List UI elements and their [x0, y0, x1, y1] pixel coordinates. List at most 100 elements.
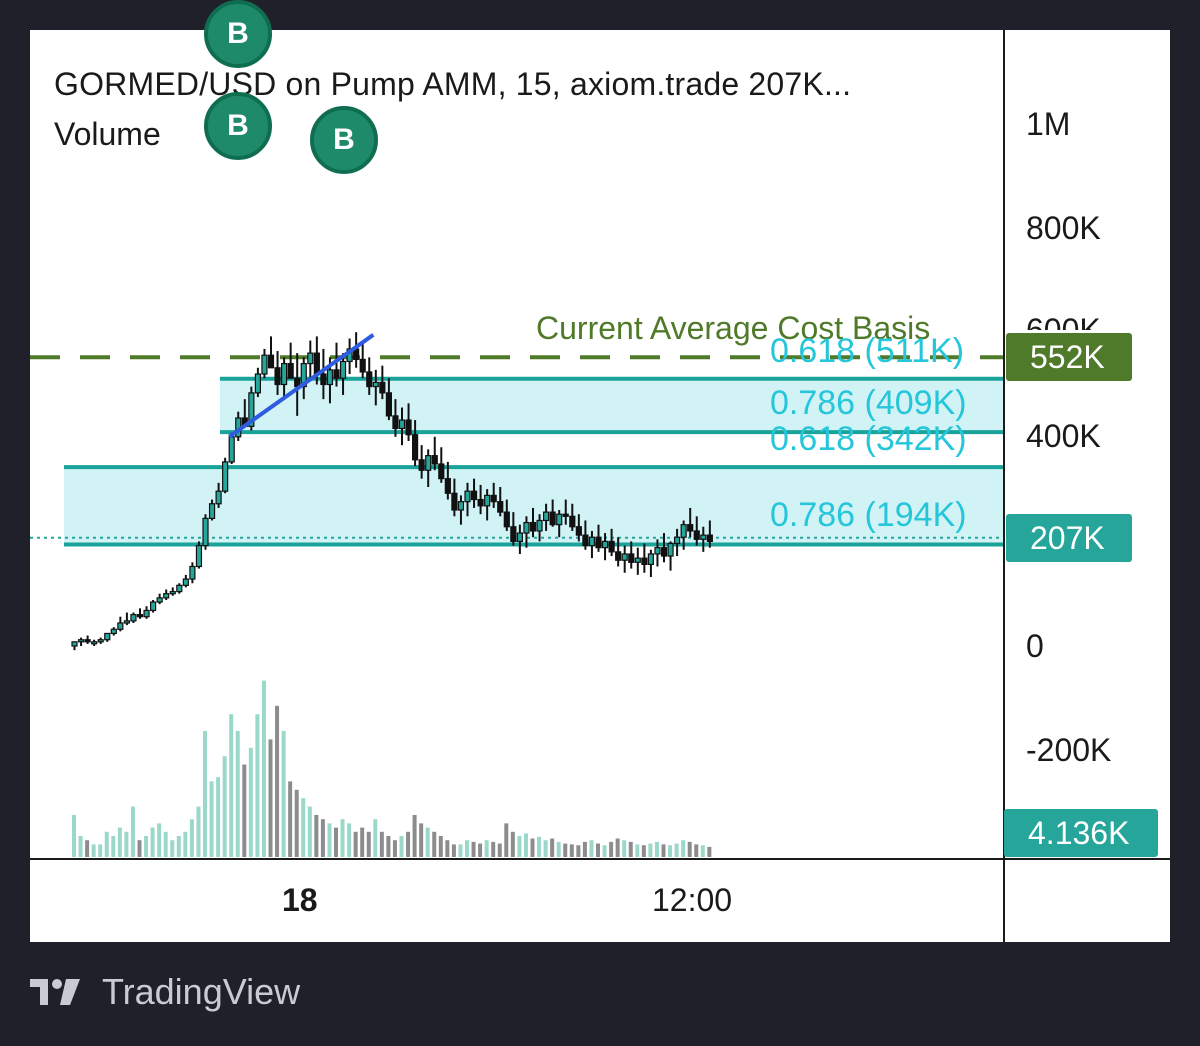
candle-body	[189, 565, 196, 580]
chart-canvas[interactable]	[30, 30, 1170, 942]
volume-bar	[622, 840, 627, 857]
candle-body	[117, 622, 124, 630]
cost-basis-badge[interactable]: 552K	[1006, 333, 1132, 381]
volume-bar	[360, 827, 365, 857]
candle-body	[385, 392, 392, 417]
candle-body	[163, 593, 170, 599]
volume-bar	[491, 841, 496, 857]
candle-body	[149, 601, 157, 612]
volume-bar	[392, 840, 397, 857]
volume-bar	[438, 836, 443, 857]
volume-bar	[91, 844, 96, 857]
candle-body	[130, 614, 137, 622]
candle-body	[536, 519, 543, 532]
volume-bar	[157, 823, 162, 857]
volume-bar	[471, 841, 476, 857]
candle-body	[634, 557, 641, 563]
symbol-title[interactable]: GORMED/USD on Pump AMM, 15, axiom.trade …	[54, 66, 852, 102]
fib-zone-fill	[220, 378, 1004, 433]
volume-bar	[648, 843, 653, 857]
volume-bar	[635, 844, 640, 857]
volume-badge[interactable]: 4.136K	[1004, 809, 1158, 857]
candle-body	[71, 641, 78, 647]
candle-body	[84, 639, 91, 643]
cost-basis-label: Current Average Cost Basis	[536, 310, 931, 346]
tradingview-brand[interactable]: TradingView	[102, 971, 301, 1012]
volume-bar	[314, 815, 319, 857]
volume-legend-label[interactable]: Volume	[54, 116, 161, 152]
candle-body	[464, 490, 471, 503]
volume-bar	[78, 836, 83, 857]
volume-bar	[144, 836, 149, 857]
candle-body	[176, 584, 183, 593]
candle-body	[392, 415, 399, 430]
candle-body	[412, 434, 419, 461]
buy-marker-2[interactable]: B	[310, 106, 378, 174]
volume-bar	[117, 827, 122, 857]
candle-body	[372, 381, 379, 388]
candle-body	[281, 362, 288, 386]
candle-body	[588, 536, 596, 547]
volume-bar	[596, 843, 600, 857]
volume-bar	[320, 819, 325, 857]
candle-body	[287, 362, 294, 379]
tradingview-logo-icon[interactable]	[30, 977, 88, 1007]
volume-bar	[235, 731, 240, 857]
candle-body	[261, 354, 268, 375]
candle-body	[667, 542, 674, 557]
volume-bar	[275, 705, 280, 857]
price-badge[interactable]: 207K	[1006, 514, 1132, 562]
candle-body	[451, 492, 458, 511]
candle-body	[700, 534, 707, 540]
candle-body	[123, 620, 131, 624]
volume-bar	[196, 806, 201, 857]
volume-bar	[687, 841, 692, 857]
candle-body	[660, 547, 668, 557]
volume-bar	[203, 731, 207, 857]
volume-bar	[340, 819, 345, 857]
volume-bar	[517, 836, 522, 857]
candle-body	[673, 536, 681, 545]
candle-body	[326, 369, 334, 386]
volume-bar	[628, 841, 633, 857]
y-tick-600k: 600K	[1026, 312, 1101, 348]
candle-body	[425, 455, 432, 471]
candle-body	[300, 362, 307, 388]
volume-bar	[229, 714, 234, 857]
candle-body	[490, 494, 497, 503]
fib-upper-786-label: 0.786 (409K)	[770, 384, 967, 422]
volume-bar	[98, 844, 103, 857]
candle-body	[418, 459, 425, 471]
candle-body	[136, 614, 144, 618]
candle-body	[654, 547, 661, 555]
volume-bar	[406, 831, 411, 857]
volume-bar	[569, 844, 574, 857]
y-tick-800k: 800K	[1026, 210, 1101, 246]
candle-body	[516, 532, 523, 543]
volume-bar	[589, 840, 594, 857]
candle-body	[510, 526, 517, 543]
volume-bar	[334, 827, 338, 857]
volume-bar	[576, 845, 581, 857]
candle-body	[575, 526, 582, 536]
volume-bar	[130, 806, 135, 857]
volume-bar	[432, 831, 437, 857]
buy-marker-partial[interactable]: B	[204, 0, 272, 68]
volume-bar	[373, 819, 378, 857]
buy-marker-1[interactable]: B	[204, 92, 272, 160]
candle-body	[444, 478, 451, 494]
volume-bar	[163, 831, 168, 857]
volume-bar	[602, 845, 607, 857]
candle-body	[228, 436, 235, 463]
volume-bar	[523, 833, 528, 857]
volume-bar	[419, 823, 424, 857]
candle-body	[503, 511, 510, 528]
candle-body	[366, 371, 373, 388]
candle-body	[222, 461, 229, 492]
volume-bar	[307, 806, 312, 857]
volume-bar	[497, 843, 502, 857]
candle-body	[601, 540, 609, 549]
volume-bar	[478, 843, 483, 857]
volume-bar	[327, 823, 332, 857]
y-tick-400k: 400K	[1026, 418, 1101, 454]
